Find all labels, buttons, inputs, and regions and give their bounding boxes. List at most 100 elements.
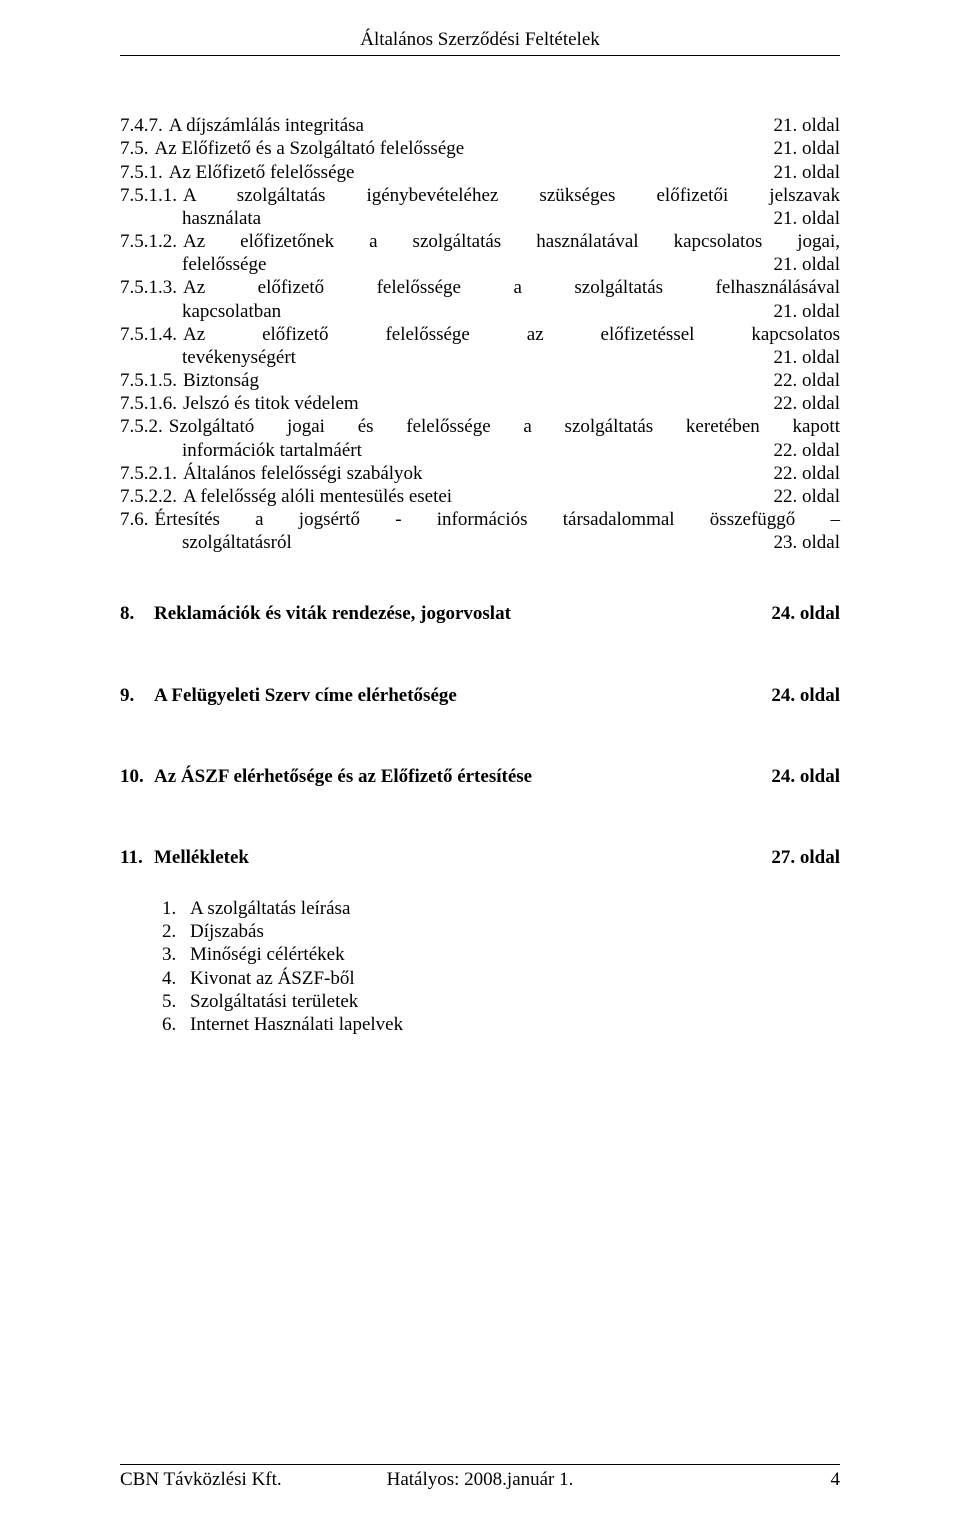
toc-section-page: 24. oldal xyxy=(757,765,840,788)
toc-title: Az Előfizető és a Szolgáltató felelősség… xyxy=(155,137,760,160)
toc-section: 11. Mellékletek 27. oldal xyxy=(120,846,840,869)
appendix-item: 1. A szolgáltatás leírása xyxy=(162,897,840,920)
toc-page: 21. oldal xyxy=(760,300,841,323)
toc-entry: 7.5.1.1. A szolgáltatás igénybevételéhez… xyxy=(120,184,840,207)
toc-num: 7.5.1.6. xyxy=(120,392,183,415)
toc-page: 21. oldal xyxy=(760,137,841,160)
page: Általános Szerződési Feltételek 7.4.7. A… xyxy=(0,0,960,1521)
toc-entry: 7.4.7. A díjszámlálás integritása 21. ol… xyxy=(120,114,840,137)
appendix-num: 2. xyxy=(162,920,190,943)
appendix-label: Kivonat az ÁSZF-ből xyxy=(190,967,355,990)
toc-page: 21. oldal xyxy=(760,253,841,276)
appendix-item: 3. Minőségi célértékek xyxy=(162,943,840,966)
toc-title: A felelősség alóli mentesülés esetei xyxy=(183,485,760,508)
toc-num: 7.5.1. xyxy=(120,161,169,184)
toc-title: Az Előfizető felelőssége xyxy=(169,161,760,184)
toc-num: 7.5.2.1. xyxy=(120,462,183,485)
toc-num: 7.6. xyxy=(120,508,155,531)
toc-page: 22. oldal xyxy=(760,369,841,392)
toc-section: 8. Reklamációk és viták rendezése, jogor… xyxy=(120,602,840,625)
toc-section-title: Az ÁSZF elérhetősége és az Előfizető ért… xyxy=(154,765,757,788)
toc-num: 7.5.1.1. xyxy=(120,184,183,207)
page-footer: CBN Távközlési Kft. Hatályos: 2008.januá… xyxy=(120,1464,840,1491)
toc-page: 21. oldal xyxy=(760,114,841,137)
toc-title-cont: szolgáltatásról xyxy=(182,531,760,554)
toc-title-cont: használata xyxy=(182,207,760,230)
toc-page: 22. oldal xyxy=(760,485,841,508)
page-header-title: Általános Szerződési Feltételek xyxy=(120,0,840,56)
toc-entry: 7.5.2.2. A felelősség alóli mentesülés e… xyxy=(120,485,840,508)
toc-section-page: 24. oldal xyxy=(757,684,840,707)
toc-section-page: 27. oldal xyxy=(757,846,840,869)
toc-page: 21. oldal xyxy=(760,346,841,369)
footer-page-number: 4 xyxy=(831,1468,841,1491)
toc-section-num: 9. xyxy=(120,684,154,707)
toc-entry-cont: szolgáltatásról 23. oldal xyxy=(120,531,840,554)
toc-entry: 7.5.1.4. Az előfizető felelőssége az elő… xyxy=(120,323,840,346)
toc-num: 7.5.1.5. xyxy=(120,369,183,392)
toc-title: Az előfizetőnek a szolgáltatás használat… xyxy=(183,230,840,253)
appendix-item: 4. Kivonat az ÁSZF-ből xyxy=(162,967,840,990)
toc-title-cont: információk tartalmáért xyxy=(182,439,760,462)
toc-entry-cont: felelőssége 21. oldal xyxy=(120,253,840,276)
appendix-label: Szolgáltatási területek xyxy=(190,990,358,1013)
toc-entry: 7.6. Értesítés a jogsértő - információs … xyxy=(120,508,840,531)
toc-entry: 7.5.2. Szolgáltató jogai és felelőssége … xyxy=(120,415,840,438)
appendix-item: 5. Szolgáltatási területek xyxy=(162,990,840,1013)
toc-entry: 7.5.1.3. Az előfizető felelőssége a szol… xyxy=(120,276,840,299)
toc-title: Értesítés a jogsértő - információs társa… xyxy=(155,508,841,531)
toc-section-title: Reklamációk és viták rendezése, jogorvos… xyxy=(154,602,757,625)
footer-left: CBN Távközlési Kft. xyxy=(120,1468,282,1491)
appendix-num: 5. xyxy=(162,990,190,1013)
toc-entry-cont: tevékenységért 21. oldal xyxy=(120,346,840,369)
toc-section-num: 10. xyxy=(120,765,154,788)
appendix-label: Minőségi célértékek xyxy=(190,943,345,966)
toc-num: 7.5.1.3. xyxy=(120,276,183,299)
toc-page: 22. oldal xyxy=(760,462,841,485)
toc-num: 7.5. xyxy=(120,137,155,160)
toc-title: Jelszó és titok védelem xyxy=(183,392,760,415)
toc-page: 23. oldal xyxy=(760,531,841,554)
toc-entry: 7.5. Az Előfizető és a Szolgáltató felel… xyxy=(120,137,840,160)
appendix-num: 4. xyxy=(162,967,190,990)
toc-entry: 7.5.1.6. Jelszó és titok védelem 22. old… xyxy=(120,392,840,415)
toc-section-title: Mellékletek xyxy=(154,846,757,869)
toc-section-num: 11. xyxy=(120,846,154,869)
toc-entry: 7.5.1.2. Az előfizetőnek a szolgáltatás … xyxy=(120,230,840,253)
toc-block: 7.4.7. A díjszámlálás integritása 21. ol… xyxy=(120,114,840,554)
toc-title: Biztonság xyxy=(183,369,760,392)
toc-title: Általános felelősségi szabályok xyxy=(183,462,760,485)
appendix-label: A szolgáltatás leírása xyxy=(190,897,350,920)
toc-title: Szolgáltató jogai és felelőssége a szolg… xyxy=(169,415,840,438)
toc-title-cont: felelőssége xyxy=(182,253,760,276)
toc-entry: 7.5.2.1. Általános felelősségi szabályok… xyxy=(120,462,840,485)
toc-entry-cont: kapcsolatban 21. oldal xyxy=(120,300,840,323)
toc-page: 22. oldal xyxy=(760,439,841,462)
toc-num: 7.5.2. xyxy=(120,415,169,438)
appendix-num: 3. xyxy=(162,943,190,966)
appendix-num: 6. xyxy=(162,1013,190,1036)
toc-section-num: 8. xyxy=(120,602,154,625)
toc-page: 21. oldal xyxy=(760,207,841,230)
toc-section-title: A Felügyeleti Szerv címe elérhetősége xyxy=(154,684,757,707)
toc-entry-cont: információk tartalmáért 22. oldal xyxy=(120,439,840,462)
toc-title: A szolgáltatás igénybevételéhez szüksége… xyxy=(183,184,840,207)
appendix-item: 2. Díjszabás xyxy=(162,920,840,943)
appendix-num: 1. xyxy=(162,897,190,920)
toc-title: Az előfizető felelőssége a szolgáltatás … xyxy=(183,276,840,299)
toc-section: 9. A Felügyeleti Szerv címe elérhetősége… xyxy=(120,684,840,707)
toc-page: 22. oldal xyxy=(760,392,841,415)
toc-entry-cont: használata 21. oldal xyxy=(120,207,840,230)
appendix-label: Díjszabás xyxy=(190,920,264,943)
appendix-item: 6. Internet Használati lapelvek xyxy=(162,1013,840,1036)
toc-title-cont: kapcsolatban xyxy=(182,300,760,323)
toc-num: 7.5.1.2. xyxy=(120,230,183,253)
appendix-list: 1. A szolgáltatás leírása 2. Díjszabás 3… xyxy=(120,897,840,1036)
appendix-label: Internet Használati lapelvek xyxy=(190,1013,403,1036)
toc-title-cont: tevékenységért xyxy=(182,346,760,369)
toc-entry: 7.5.1.5. Biztonság 22. oldal xyxy=(120,369,840,392)
toc-num: 7.4.7. xyxy=(120,114,169,137)
toc-page: 21. oldal xyxy=(760,161,841,184)
toc-num: 7.5.1.4. xyxy=(120,323,183,346)
toc-section: 10. Az ÁSZF elérhetősége és az Előfizető… xyxy=(120,765,840,788)
